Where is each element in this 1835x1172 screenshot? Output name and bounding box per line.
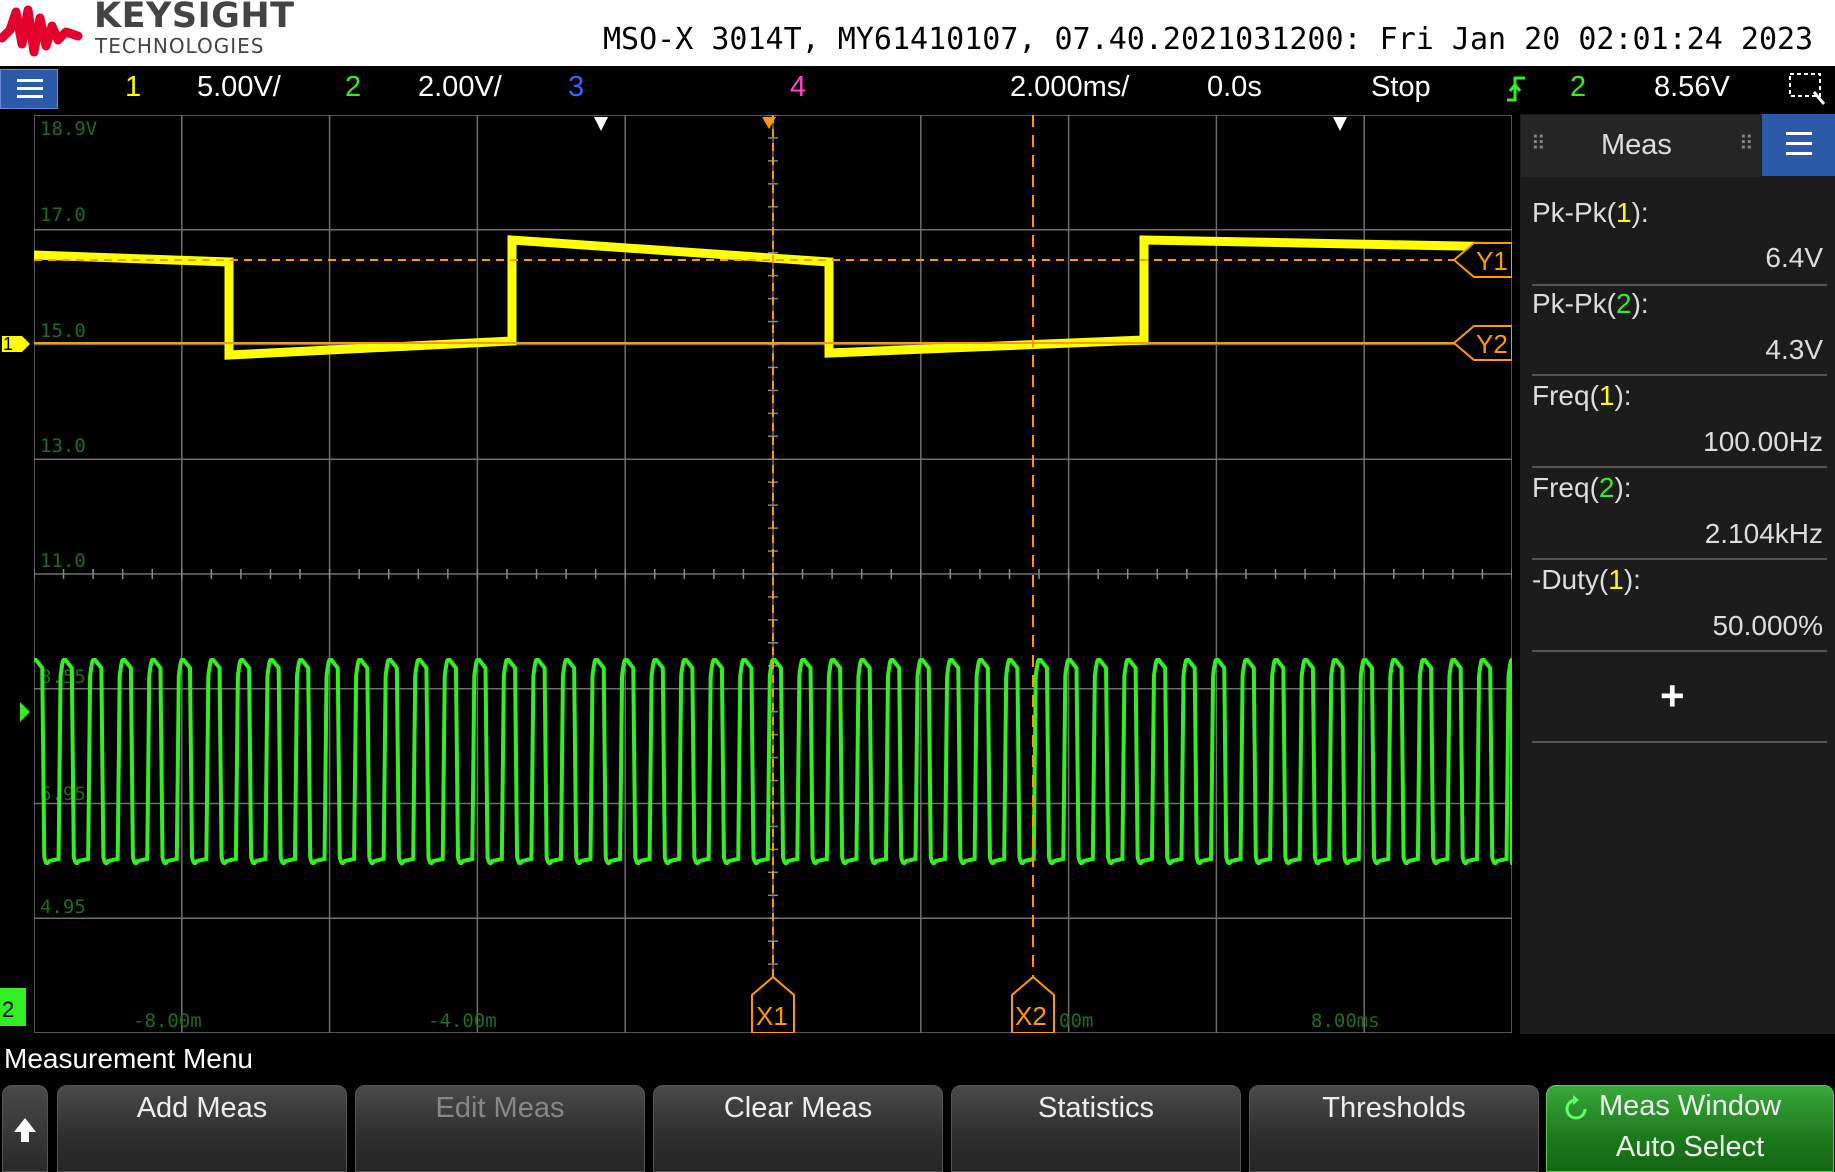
timebase-scale[interactable]: 2.000ms/ xyxy=(1010,71,1130,103)
instrument-header: KEYSIGHT TECHNOLOGIES MSO-X 3014T, MY614… xyxy=(0,0,1835,66)
thresholds-button[interactable]: Thresholds xyxy=(1249,1085,1539,1172)
keysight-wave-logo-icon xyxy=(0,5,83,57)
zoom-select-icon[interactable] xyxy=(1788,72,1826,106)
ch2-waveform xyxy=(34,658,1514,866)
meas-separator xyxy=(1532,466,1827,468)
cursor-y1-label: Y1 xyxy=(1476,246,1508,276)
trigger-source[interactable]: 2 xyxy=(1570,71,1587,103)
time-delay[interactable]: 0.0s xyxy=(1207,71,1262,103)
trigger-level[interactable]: 8.56V xyxy=(1654,71,1730,103)
edit-meas-button[interactable]: Edit Meas xyxy=(355,1085,645,1172)
ch1-waveform xyxy=(33,235,1513,360)
meas-2-value: 4.3V xyxy=(1765,334,1823,365)
ch2-trigger-marker-icon[interactable]: 2 xyxy=(0,702,30,1026)
ch1-grid-label-2: 17.0 xyxy=(40,204,86,226)
meas-5-label[interactable]: -Duty(1): xyxy=(1532,564,1641,595)
rotate-knob-icon xyxy=(1565,1095,1587,1120)
meas-4-value: 2.104kHz xyxy=(1704,518,1823,549)
meas-separator xyxy=(1532,374,1827,376)
clear-meas-label: Clear Meas xyxy=(723,1092,873,1124)
time-label-3: 00m xyxy=(1059,1010,1093,1032)
status-bar: 1 5.00V/ 2 2.00V/ 3 4 2.000ms/ 0.0s Stop… xyxy=(0,66,1835,112)
add-measurement-plus-icon[interactable]: + xyxy=(1660,672,1685,719)
graticule-labels: 18.9V 17.0 15.0 13.0 11.0 8.55 6.95 4.95… xyxy=(40,118,1380,1032)
ch2-label[interactable]: 2 xyxy=(345,71,362,103)
drag-grip-icon-right[interactable]: ⠿ xyxy=(1739,133,1754,155)
ch2-grid-label-2: 6.95 xyxy=(40,783,86,805)
clear-meas-button[interactable]: Clear Meas xyxy=(653,1085,943,1172)
trigger-edge-icon xyxy=(1507,76,1525,102)
meas-window-label: Meas Window xyxy=(1598,1090,1782,1122)
meas-3-label[interactable]: Freq(1): xyxy=(1532,380,1632,411)
cursor-x1-label: X1 xyxy=(756,1001,788,1031)
meas-4-label[interactable]: Freq(2): xyxy=(1532,472,1632,503)
time-label-1: -8.00m xyxy=(133,1010,202,1032)
time-reference-marker-icon xyxy=(594,117,608,131)
meas-2-label[interactable]: Pk-Pk(2): xyxy=(1532,288,1649,319)
main-menu-button[interactable] xyxy=(0,69,58,109)
run-state[interactable]: Stop xyxy=(1371,71,1431,103)
meas-1-value: 6.4V xyxy=(1765,242,1823,273)
measurement-panel xyxy=(1520,114,1835,1034)
ch2-grid-label-3: 4.95 xyxy=(40,896,86,918)
edit-meas-label: Edit Meas xyxy=(435,1092,565,1124)
ch1-grid-label-5: 11.0 xyxy=(40,550,86,572)
ch2-marker-label: 2 xyxy=(2,997,14,1022)
statistics-label: Statistics xyxy=(1037,1092,1155,1124)
brand-subtitle: TECHNOLOGIES xyxy=(95,34,265,58)
waveform-display[interactable]: 18.9V 17.0 15.0 13.0 11.0 8.55 6.95 4.95… xyxy=(33,114,1514,1034)
statistics-button[interactable]: Statistics xyxy=(951,1085,1241,1172)
cursor-y2[interactable]: Y2 xyxy=(34,325,1513,361)
meas-separator xyxy=(1532,558,1827,560)
ch3-label[interactable]: 3 xyxy=(568,71,585,103)
ch1-label[interactable]: 1 xyxy=(125,71,142,103)
cursor-x1[interactable]: X1 xyxy=(751,115,795,1034)
cursor-x2[interactable]: X2 xyxy=(1011,115,1055,1034)
up-arrow-icon xyxy=(14,1118,36,1142)
ch2-grid-label-1: 8.55 xyxy=(40,666,86,688)
ch4-label[interactable]: 4 xyxy=(790,71,807,103)
meas-5-value: 50.000% xyxy=(1712,610,1823,641)
waveform-canvas[interactable]: 18.9V 17.0 15.0 13.0 11.0 8.55 6.95 4.95… xyxy=(33,114,1514,1034)
time-reference-marker-icon-2 xyxy=(1333,117,1347,131)
ch1-grid-label-3: 15.0 xyxy=(40,320,86,342)
meas-panel-header[interactable]: ⠿ Meas ⠿ xyxy=(1521,115,1761,177)
meas-separator xyxy=(1532,741,1827,743)
cursor-y2-label: Y2 xyxy=(1476,329,1508,359)
time-label-4: 8.00ms xyxy=(1311,1010,1380,1032)
menu-up-button[interactable] xyxy=(2,1085,48,1172)
softkey-bar: Add Meas Edit Meas Clear Meas Statistics… xyxy=(0,1082,1835,1172)
meas-separator xyxy=(1532,284,1827,286)
meas-panel-title: Meas xyxy=(1601,129,1672,161)
meas-1-label[interactable]: Pk-Pk(1): xyxy=(1532,197,1649,228)
ch1-grid-label-4: 13.0 xyxy=(40,435,86,457)
brand-name: KEYSIGHT xyxy=(94,0,295,36)
auto-select-label: Auto Select xyxy=(1615,1131,1765,1163)
drag-grip-icon[interactable]: ⠿ xyxy=(1531,133,1546,155)
menu-title: Measurement Menu xyxy=(4,1043,254,1074)
thresholds-label: Thresholds xyxy=(1322,1092,1466,1124)
channel-marker-strip: 1 2 xyxy=(0,112,34,1036)
ch1-marker-label: 1 xyxy=(3,334,13,354)
instrument-info: MSO-X 3014T, MY61410107, 07.40.202103120… xyxy=(603,22,1814,57)
meas-separator xyxy=(1532,650,1827,652)
meas-panel-menu-icon[interactable] xyxy=(1762,114,1835,176)
add-meas-button[interactable]: Add Meas xyxy=(57,1085,347,1172)
ch1-grid-label-top: 18.9V xyxy=(40,118,97,140)
ch1-ground-marker-icon[interactable]: 1 xyxy=(2,334,30,354)
add-meas-label: Add Meas xyxy=(136,1092,268,1124)
ch1-scale[interactable]: 5.00V/ xyxy=(197,71,281,103)
cursor-x2-label: X2 xyxy=(1015,1001,1047,1031)
meas-3-value: 100.00Hz xyxy=(1703,426,1823,457)
time-label-2: -4.00m xyxy=(428,1010,497,1032)
meas-window-button[interactable]: Meas Window Auto Select xyxy=(1546,1085,1834,1172)
ch2-scale[interactable]: 2.00V/ xyxy=(418,71,502,103)
